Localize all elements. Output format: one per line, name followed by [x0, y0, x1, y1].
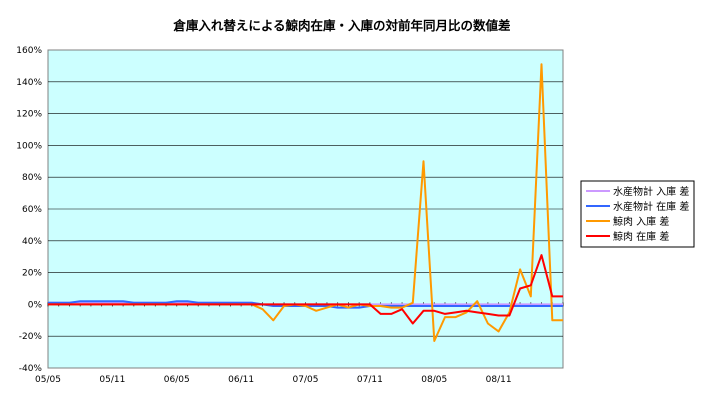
- y-tick-label: 20%: [22, 269, 42, 279]
- series-line-3: [48, 254, 563, 325]
- x-axis-ticks: 05/05 05/11 06/05 06/11 07/05 07/11 08/05 08/11: [35, 375, 512, 385]
- y-tick-label: 40%: [22, 237, 42, 247]
- y-tick-label: 0%: [28, 300, 43, 310]
- x-tick-label: 07/11: [357, 375, 383, 385]
- x-tick-label: 08/11: [486, 375, 512, 385]
- y-axis-ticks: -40% -20% 0% 20% 40% 60% 80% 100% 120% 140% 160%: [16, 46, 42, 374]
- legend-label-3: 鯨肉 在庫 差: [613, 230, 669, 243]
- x-tick-label: 05/05: [35, 375, 61, 385]
- legend-label-1: 水産物計 在庫 差: [613, 200, 689, 213]
- y-tick-label: -40%: [19, 364, 43, 374]
- y-tick-label: 140%: [16, 78, 42, 88]
- y-tick-label: 160%: [16, 46, 42, 56]
- x-tick-label: 08/05: [421, 375, 447, 385]
- y-tick-label: 100%: [16, 141, 42, 151]
- x-tick-label: 06/11: [228, 375, 254, 385]
- chart-title: 倉庫入れ替えによる鯨肉在庫・入庫の対前年同月比の数値差: [172, 18, 510, 33]
- x-tick-label: 06/05: [164, 375, 190, 385]
- series-lines: [48, 63, 563, 342]
- y-tick-label: 120%: [16, 110, 42, 120]
- legend-label-2: 鯨肉 入庫 差: [613, 215, 669, 228]
- x-tick-label: 07/05: [293, 375, 319, 385]
- y-tick-label: 60%: [22, 205, 42, 215]
- x-tick-label: 05/11: [99, 375, 125, 385]
- y-tick-label: 80%: [22, 173, 42, 183]
- y-tick-label: -20%: [19, 332, 43, 342]
- legend-label-0: 水産物計 入庫 差: [613, 185, 689, 198]
